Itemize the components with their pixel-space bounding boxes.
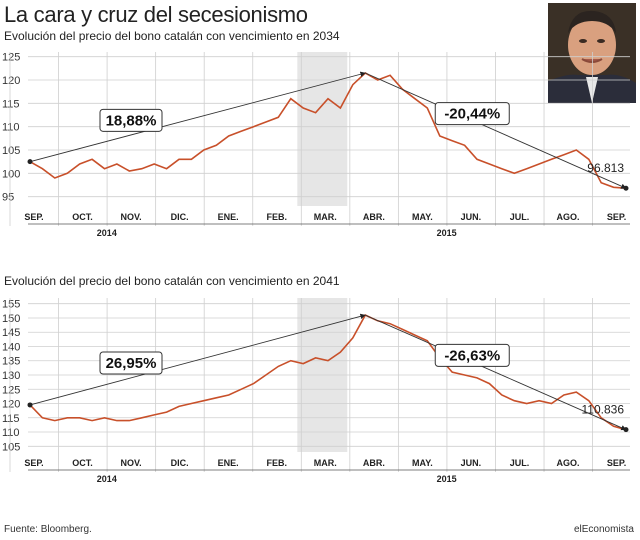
x-tick-label: MAY. [412, 212, 433, 222]
fall-callout-label: -20,44% [444, 106, 500, 123]
end-value-label: 96.813 [587, 161, 624, 175]
y-tick-label: 150 [2, 313, 20, 325]
x-tick-label: ENE. [218, 212, 239, 222]
brand-logo: elEconomista [573, 524, 634, 535]
y-tick-label: 120 [2, 75, 20, 87]
x-tick-label: SEP. [24, 458, 43, 468]
chart-2041: 105 110 115 120 125 130 135 140 145 150 155 SEP. OCT… [2, 298, 630, 484]
y-tick-label: 145 [2, 327, 20, 339]
x-tick-label: MAY. [412, 458, 433, 468]
x-tick-label: OCT. [72, 212, 93, 222]
y-tick-label: 135 [2, 356, 20, 368]
portrait-photo [548, 3, 636, 103]
y-tick-label: 120 [2, 399, 20, 411]
y-tick-label: 140 [2, 341, 20, 353]
x-tick-label: SEP. [607, 458, 626, 468]
page-title: La cara y cruz del secesionismo [4, 2, 308, 27]
highlight-band [297, 52, 348, 206]
rise-callout-label: 18,88% [106, 112, 157, 129]
x-tick-label: ENE. [218, 458, 239, 468]
start-marker [27, 402, 33, 408]
x-tick-label: NOV. [121, 212, 142, 222]
y-tick-label: 115 [2, 413, 20, 425]
y-tick-label: 130 [2, 370, 20, 382]
y-tick-label: 125 [2, 52, 20, 64]
rise-arrow [29, 313, 366, 406]
y-tick-label: 105 [2, 441, 20, 453]
fall-arrow [365, 72, 627, 189]
x-tick-label: AGO. [557, 212, 580, 222]
year-label: 2014 [97, 474, 117, 484]
start-marker [27, 159, 33, 165]
x-tick-label: FEB. [266, 212, 287, 222]
x-tick-label: MAR. [314, 212, 337, 222]
x-tick-label: NOV. [121, 458, 142, 468]
rise-callout-box [99, 108, 163, 132]
year-label: 2015 [437, 228, 457, 238]
x-tick-label: ABR. [363, 458, 385, 468]
year-label: 2015 [437, 474, 457, 484]
end-marker [623, 427, 629, 433]
x-tick-label: JUL. [510, 458, 530, 468]
y-tick-label: 155 [2, 299, 20, 311]
rise-arrow [29, 71, 366, 163]
chart-1-subtitle: Evolución del precio del bono catalán co… [4, 29, 340, 43]
fall-callout-box [434, 343, 510, 367]
x-tick-label: SEP. [24, 212, 43, 222]
y-tick-label: 115 [2, 98, 20, 110]
end-value-label: 110.836 [582, 403, 625, 417]
y-tick-label: 95 [2, 192, 14, 204]
series-line [29, 72, 627, 189]
y-tick-label: 110 [2, 427, 20, 439]
series-line [29, 314, 627, 431]
x-tick-label: ABR. [363, 212, 385, 222]
x-tick-label: DIC. [171, 458, 189, 468]
source-note: Fuente: Bloomberg. [4, 524, 92, 535]
fall-callout-label: -26,63% [444, 347, 500, 364]
x-tick-label: OCT. [72, 458, 93, 468]
y-tick-label: 105 [2, 145, 20, 157]
fall-arrow [365, 314, 627, 431]
fall-callout-box [434, 102, 510, 126]
x-tick-label: MAR. [314, 458, 337, 468]
y-tick-label: 110 [2, 122, 20, 134]
chart-2034: 95 100 105 110 115 120 125 SEP. OCT. NOV. DIC. ENE.… [2, 52, 630, 238]
rise-callout-box [99, 351, 163, 375]
x-tick-label: JUL. [510, 212, 530, 222]
y-tick-label: 100 [2, 168, 20, 180]
x-tick-label: JUN. [461, 212, 482, 222]
chart-2-subtitle: Evolución del precio del bono catalán co… [4, 274, 340, 288]
x-tick-label: AGO. [557, 458, 580, 468]
end-marker [623, 185, 629, 191]
year-label: 2014 [97, 228, 117, 238]
rise-callout-label: 26,95% [106, 355, 157, 372]
x-tick-label: SEP. [607, 212, 626, 222]
x-tick-label: JUN. [461, 458, 482, 468]
x-tick-label: DIC. [171, 212, 189, 222]
y-tick-label: 125 [2, 384, 20, 396]
x-tick-label: FEB. [266, 458, 287, 468]
